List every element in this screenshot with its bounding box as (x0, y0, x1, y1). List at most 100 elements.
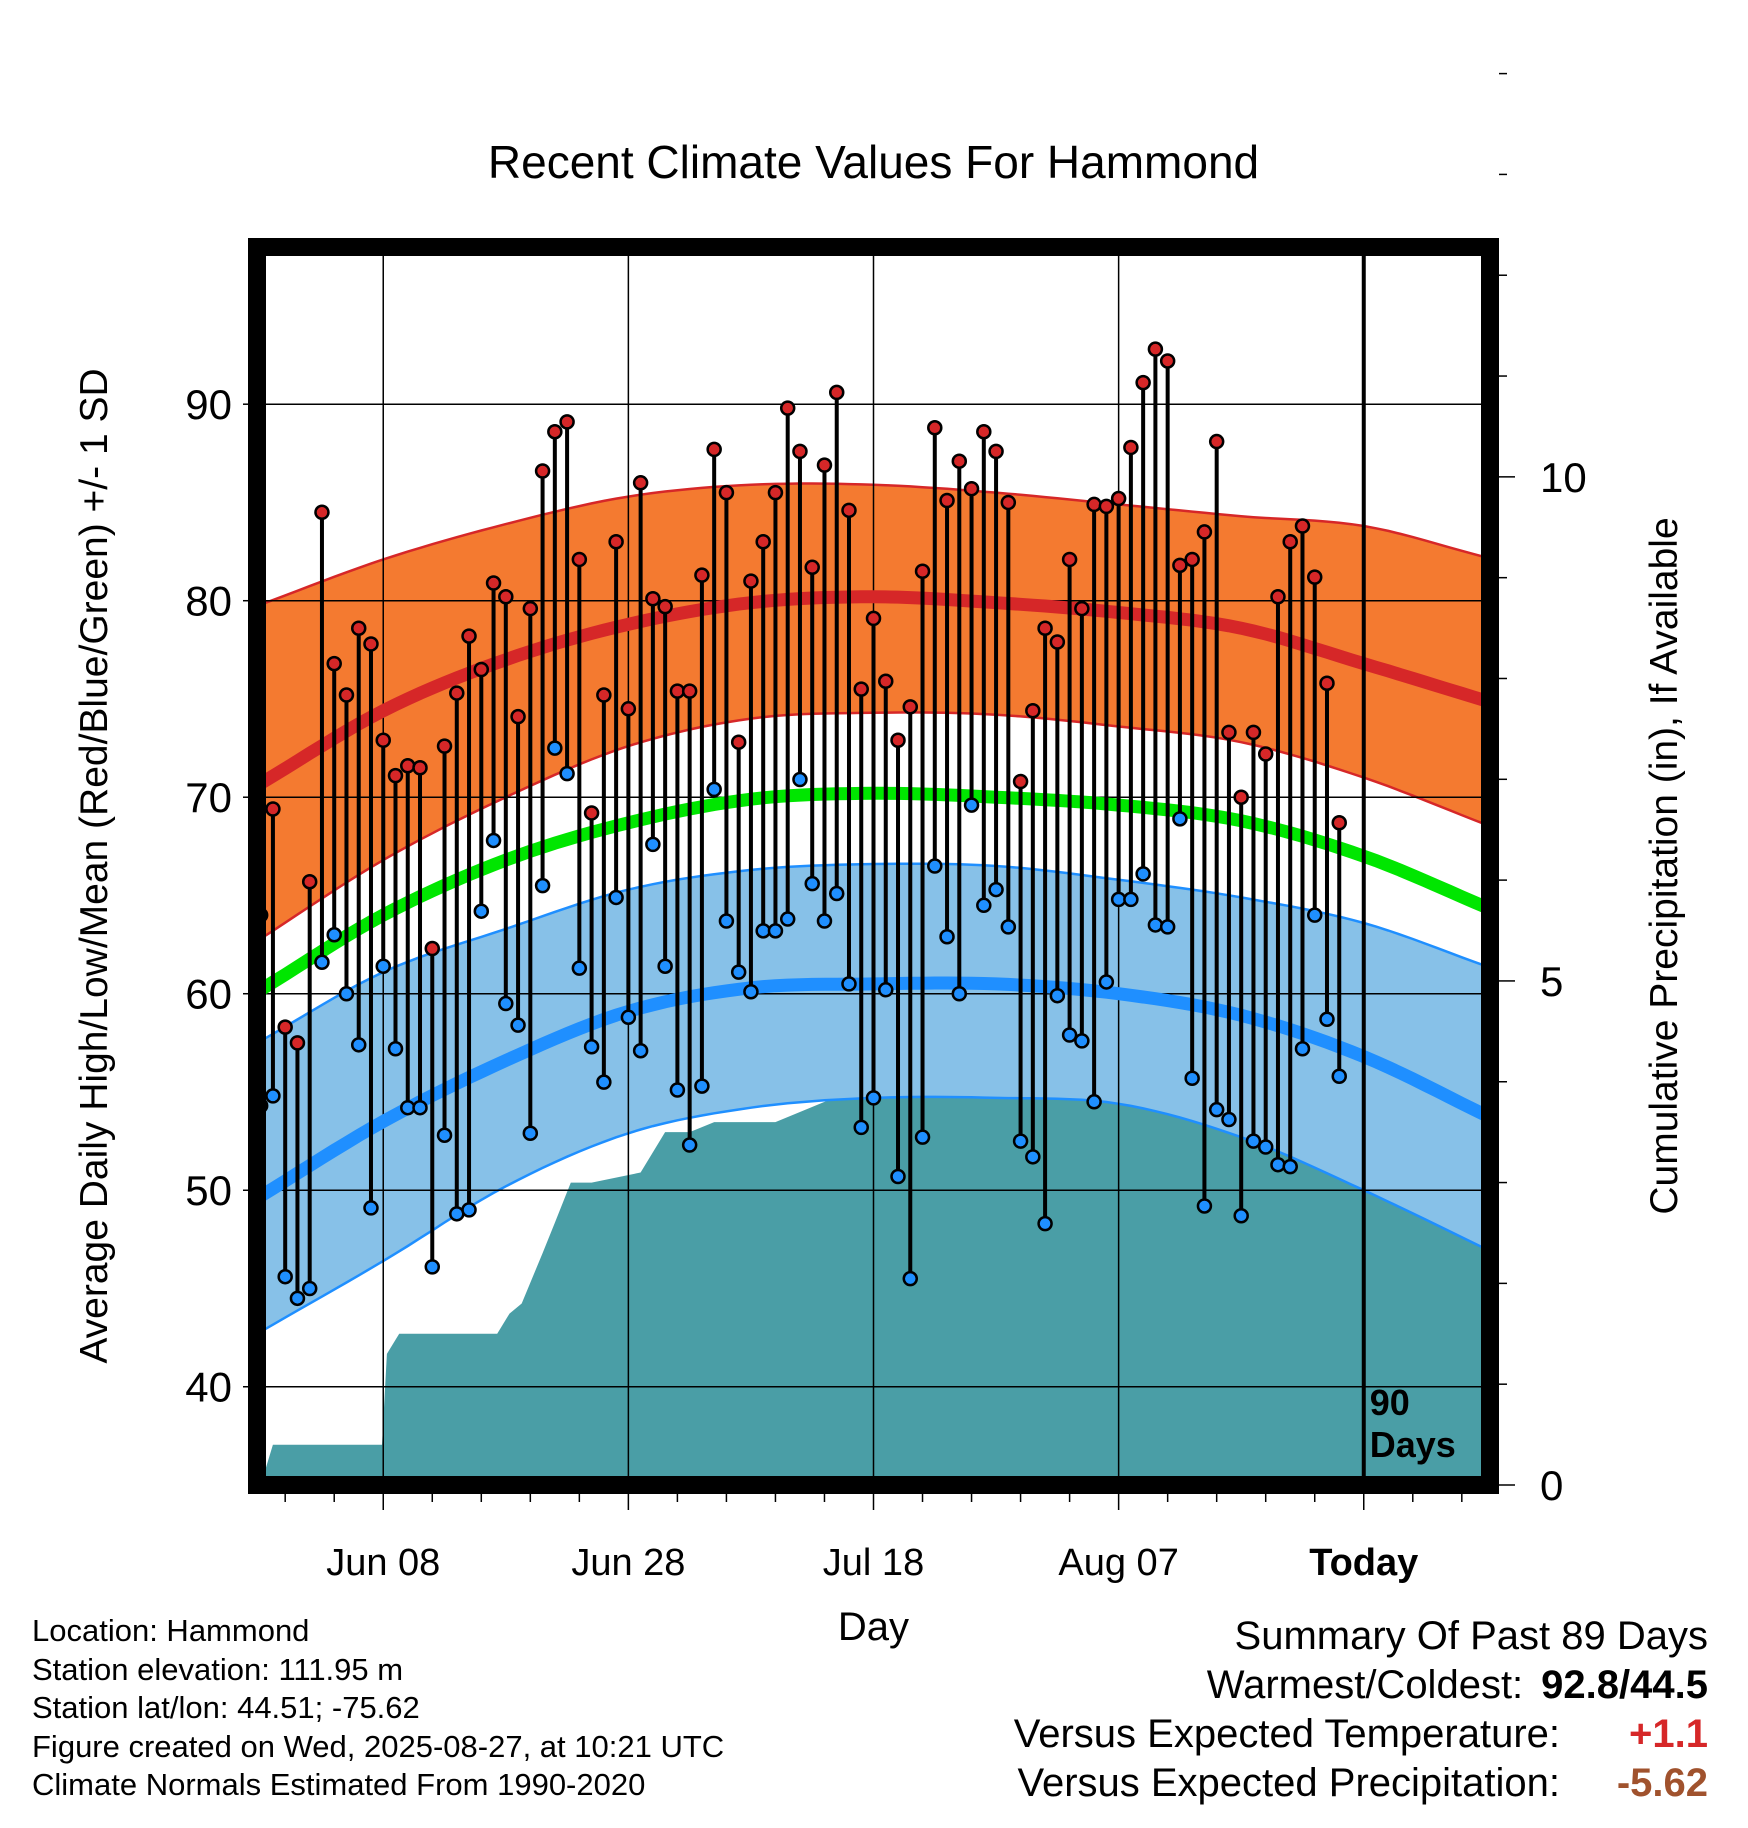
daily-high-point (976, 423, 992, 440)
precip-row: Versus Expected Precipitation: -5.62 (1014, 1759, 1708, 1808)
daily-high-point (301, 873, 318, 890)
warmest-label: Warmest/Coldest: (1206, 1663, 1524, 1707)
daily-low-point (1025, 1149, 1041, 1165)
y-right-tick-label: 0 (1540, 1462, 1563, 1509)
daily-low-point (1098, 974, 1115, 990)
daily-high-point (963, 480, 980, 497)
daily-low-point (853, 1119, 869, 1136)
daily-low-point (804, 875, 820, 892)
daily-low-point (301, 1280, 318, 1297)
daily-low-point (645, 836, 661, 853)
daily-low-point (289, 1290, 306, 1307)
daily-low-point (706, 781, 722, 798)
daily-low-point (1086, 1094, 1102, 1110)
daily-high-point (779, 400, 796, 416)
daily-high-point (596, 687, 612, 703)
daily-low-point (596, 1074, 612, 1090)
daily-low-point (927, 858, 943, 874)
daily-low-point (1245, 1133, 1262, 1149)
daily-observations (257, 341, 1347, 1307)
daily-low-point (412, 1099, 428, 1116)
daily-high-point (1233, 789, 1249, 805)
daily-high-point (363, 636, 379, 652)
x-tick-label: Jun 28 (571, 1542, 685, 1584)
y-axis-label: Average Daily High/Low/Mean (Red/Blue/Gr… (73, 368, 116, 1363)
daily-high-point (1061, 551, 1078, 568)
daily-high-point (314, 504, 330, 521)
daily-high-point (485, 575, 502, 591)
summary-heading: Summary Of Past 89 Days (1234, 1614, 1708, 1658)
daily-high-point (890, 732, 906, 748)
daily-high-point (1221, 724, 1237, 741)
x-tick-label: Today (1309, 1542, 1418, 1584)
daily-low-point (669, 1082, 686, 1098)
daily-low-point (608, 889, 624, 906)
daily-high-point (792, 443, 808, 460)
daily-low-point (939, 928, 955, 945)
daily-high-point (583, 805, 600, 821)
daily-low-point (1233, 1208, 1249, 1224)
daily-low-point (718, 913, 735, 929)
daily-high-point (1319, 675, 1335, 691)
daily-low-point (743, 984, 759, 1000)
daily-high-point (1049, 634, 1066, 650)
y-tick-label: 60 (185, 971, 232, 1018)
daily-low-point (1123, 891, 1139, 908)
daily-high-point (1306, 569, 1323, 585)
y-tick-label: 70 (185, 774, 232, 821)
daily-high-point (1074, 600, 1090, 617)
daily-high-point (449, 685, 465, 701)
daily-high-point (265, 801, 281, 817)
precip-value: -5.62 (1616, 1761, 1708, 1805)
daily-high-point (338, 687, 355, 703)
daily-low-point (681, 1137, 698, 1153)
daily-high-point (534, 463, 551, 479)
daily-high-point (1208, 433, 1225, 450)
daily-high-point (461, 628, 477, 644)
daily-low-point (1331, 1068, 1347, 1085)
daily-high-point (1147, 341, 1164, 357)
daily-low-point (951, 985, 968, 1002)
daily-low-point (963, 797, 980, 813)
daily-high-point (657, 598, 673, 615)
daily-high-point (841, 502, 857, 519)
daily-low-point (1221, 1111, 1237, 1128)
daily-high-point (1098, 498, 1115, 515)
daily-high-point (645, 590, 661, 607)
daily-low-point (387, 1041, 404, 1057)
daily-high-point (571, 551, 588, 568)
daily-low-point (314, 954, 330, 971)
daily-high-point (730, 734, 747, 750)
daily-high-point (547, 423, 563, 440)
elevation-text: Station elevation: 111.95 m (32, 1651, 404, 1687)
station-info: Location: Hammond Station elevation: 111… (32, 1612, 724, 1805)
daily-low-point (571, 960, 588, 976)
daily-high-point (1282, 534, 1298, 550)
daily-low-point (1257, 1139, 1274, 1155)
daily-high-point (939, 492, 955, 509)
daily-high-point (853, 681, 869, 697)
daily-high-point (375, 732, 391, 748)
daily-low-point (620, 1009, 637, 1026)
daily-low-point (792, 771, 808, 788)
daily-high-point (951, 453, 968, 469)
daily-low-point (632, 1042, 649, 1059)
daily-high-point (473, 661, 490, 678)
daily-high-point (498, 589, 514, 605)
daily-high-point (1012, 773, 1029, 790)
daily-high-point (620, 701, 637, 717)
daily-low-point (1184, 1070, 1200, 1086)
daily-high-point (767, 484, 784, 501)
daily-low-point (988, 881, 1004, 898)
daily-low-point (730, 964, 747, 980)
daily-high-point (804, 559, 820, 576)
daily-low-point (657, 958, 673, 974)
daily-high-point (1257, 746, 1274, 762)
window-annotation-line: Days (1370, 1424, 1456, 1465)
daily-low-point (1282, 1158, 1298, 1175)
daily-high-point (1196, 524, 1213, 540)
daily-low-point (890, 1168, 906, 1185)
daily-low-point (363, 1200, 379, 1216)
daily-high-point (559, 414, 575, 430)
